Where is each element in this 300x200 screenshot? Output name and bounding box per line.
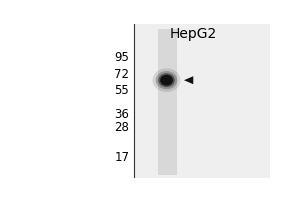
Ellipse shape [152, 68, 181, 92]
Ellipse shape [156, 71, 177, 89]
Ellipse shape [160, 75, 173, 86]
Bar [38, 24, 134, 178]
Ellipse shape [158, 73, 175, 87]
Text: 55: 55 [115, 84, 129, 97]
Bar [134, 24, 270, 178]
Text: 17: 17 [114, 151, 129, 164]
Text: 95: 95 [115, 51, 129, 64]
Bar [158, 29, 177, 175]
Text: 72: 72 [114, 68, 129, 81]
Text: HepG2: HepG2 [170, 27, 217, 41]
Polygon shape [184, 76, 193, 84]
Text: 36: 36 [115, 108, 129, 121]
Text: 28: 28 [115, 121, 129, 134]
